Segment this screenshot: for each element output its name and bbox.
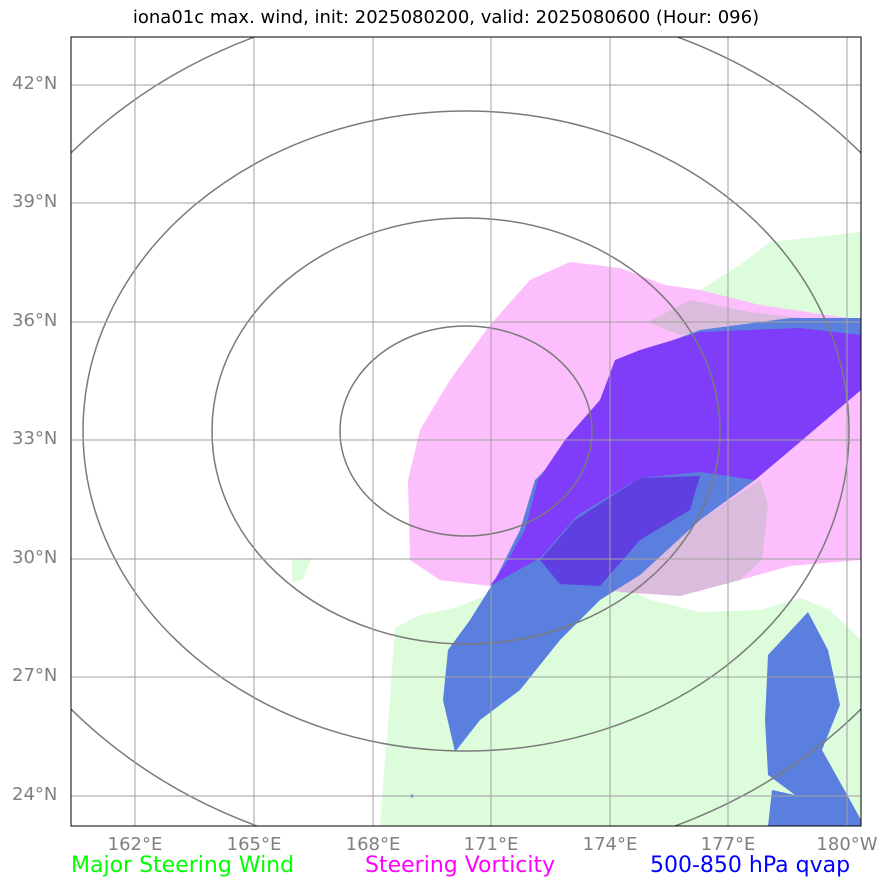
lon-tick: 168°E	[345, 834, 401, 855]
legend-qvap: 500-850 hPa qvap	[650, 853, 851, 878]
qvap-vorticity-overlap	[490, 328, 861, 586]
lon-tick: 171°E	[463, 834, 519, 855]
legend-steering-wind: Major Steering Wind	[71, 853, 295, 878]
lon-tick: 174°E	[582, 834, 638, 855]
lon-tick: 177°E	[700, 834, 756, 855]
pressure-contours	[71, 37, 861, 826]
plot-frame	[70, 36, 862, 827]
lat-tick: 33°N	[12, 428, 58, 449]
legend-steering-vorticity: Steering Vorticity	[365, 853, 556, 878]
map-title: iona01c max. wind, init: 2025080200, val…	[132, 7, 760, 28]
lon-tick: 165°E	[226, 834, 282, 855]
lat-tick: 24°N	[12, 784, 58, 805]
lat-tick: 27°N	[12, 665, 58, 686]
lon-tick: 180°W	[816, 834, 878, 855]
lon-tick: 162°E	[107, 834, 163, 855]
lat-tick: 36°N	[12, 310, 58, 331]
lat-tick: 42°N	[12, 73, 58, 94]
lat-tick: 39°N	[12, 191, 58, 212]
map-gridlines	[71, 37, 861, 826]
lat-tick: 30°N	[12, 547, 58, 568]
